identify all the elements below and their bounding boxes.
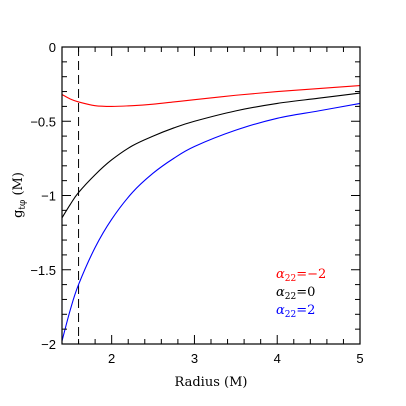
y-axis-label-unit: (M) [11,172,26,200]
legend-entry-1: α22=0 [276,285,315,302]
y-tick-label: −1 [41,189,56,204]
y-tick-label: −0.5 [30,114,56,129]
y-tick-label: −2 [41,337,56,352]
y-tick-label: −1.5 [30,263,56,278]
x-tick-label: 5 [356,351,363,366]
x-tick-label: 2 [108,351,115,366]
series-line-0 [61,85,361,107]
x-tick-label: 4 [274,351,281,366]
y-tick-label: 0 [49,40,56,55]
x-axis-label: Radius (M) [175,375,248,390]
svg-text:gtφ (M): gtφ (M) [11,172,28,218]
plot-frame [61,46,361,345]
legend-entry-0: α22=−2 [276,267,326,284]
x-tick-label: 3 [191,351,198,366]
plot-area [61,47,361,344]
y-axis-label: gtφ (M) [11,172,28,218]
y-axis-label-main: g [11,210,26,218]
series-line-1 [61,92,361,219]
legend-entry-2: α22=2 [276,303,315,320]
tick-labels: 2 3 4 5 0 −0.5 −1 −1.5 −2 [30,40,363,366]
series-line-2 [61,102,361,342]
y-axis-label-sub: tφ [18,200,28,210]
